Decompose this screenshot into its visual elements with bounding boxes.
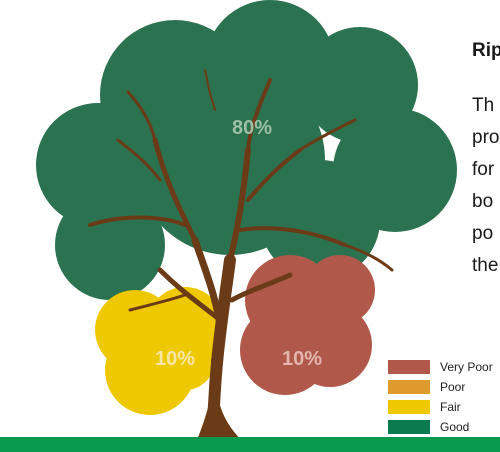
body-line: pro [472, 127, 500, 148]
body-line: the [472, 255, 499, 276]
legend-label: Poor [440, 380, 466, 394]
legend-item-good: Good [388, 417, 493, 437]
legend-item-poor: Poor [388, 377, 493, 397]
section-heading: Rip [472, 40, 500, 61]
body-line: for [472, 159, 495, 180]
legend-label: Good [440, 420, 470, 434]
body-line: Th [472, 95, 495, 116]
canopy-good [36, 0, 457, 300]
canopy-very-poor [240, 255, 375, 395]
tree-trunk [88, 69, 394, 441]
legend-label: Very Poor [440, 360, 493, 374]
legend-swatch [388, 360, 430, 374]
legend-swatch [388, 420, 430, 434]
label-good-percent: 80% [232, 117, 272, 139]
body-line: bo [472, 191, 494, 212]
legend-item-very-poor: Very Poor [388, 357, 493, 377]
legend-label: Fair [440, 400, 461, 414]
canopy-fair [95, 287, 223, 415]
body-line: po [472, 223, 494, 244]
body-text: Th pro for bo po the [472, 90, 499, 282]
legend-swatch [388, 380, 430, 394]
label-fair-percent: 10% [155, 348, 195, 370]
legend-swatch [388, 400, 430, 414]
legend-item-fair: Fair [388, 397, 493, 417]
ground-bar [0, 437, 500, 452]
label-very-poor-percent: 10% [282, 348, 322, 370]
legend: Very Poor Poor Fair Good [388, 357, 493, 437]
